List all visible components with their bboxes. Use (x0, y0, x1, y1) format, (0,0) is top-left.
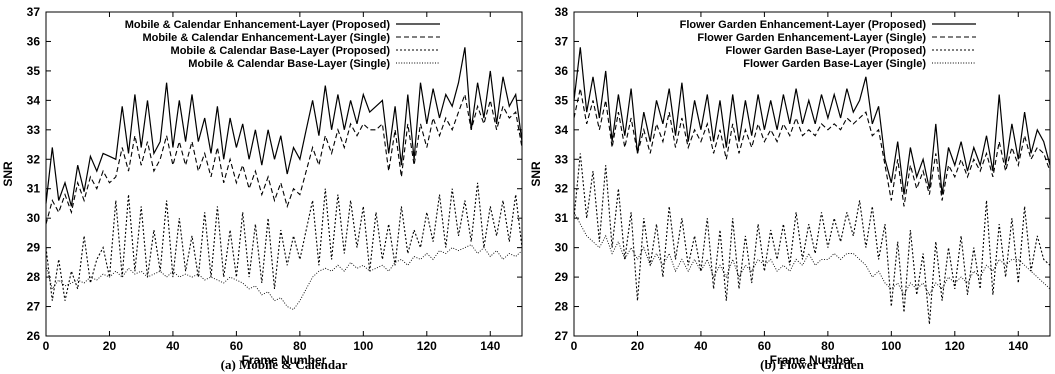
chart-caption: (a) Mobile & Calendar (221, 357, 348, 372)
y-tick-label: 37 (555, 34, 569, 48)
series-line-2 (45, 92, 523, 225)
y-tick-label: 32 (555, 182, 569, 196)
x-tick-label: 100 (353, 339, 373, 353)
y-tick-label: 32 (27, 152, 41, 166)
y-tick-label: 34 (555, 123, 569, 137)
x-tick-label: 60 (230, 339, 244, 353)
y-axis-title: SNR (529, 161, 543, 187)
y-tick-label: 26 (27, 329, 41, 343)
chart-svg-mobile-calendar: 26 27 28 29 30 31 32 33 34 35 36 37 0 20 40 60 80 100 120 1… (1, 5, 523, 372)
y-tick-label: 28 (555, 300, 569, 314)
x-tick-label: 80 (821, 339, 835, 353)
y-tick-label: 27 (27, 300, 41, 314)
x-axis-title: Frame Number (242, 353, 327, 367)
y-tick-label: 29 (27, 241, 41, 255)
y-axis-title: SNR (1, 161, 15, 187)
x-tick-label: 100 (881, 339, 901, 353)
y-tick-label: 35 (27, 64, 41, 78)
legend-label-2: Flower Garden Enhancement-Layer (Single) (697, 32, 926, 44)
legend-label-1: Mobile & Calendar Enhancement-Layer (Pro… (125, 19, 391, 31)
y-tick-label: 33 (27, 123, 41, 137)
x-tick-label: 20 (103, 339, 117, 353)
y-tick-label: 30 (555, 241, 569, 255)
plot-frame (573, 11, 1051, 337)
series-line-4 (45, 244, 523, 311)
chart-panel-flower-garden: 27 28 29 30 31 32 33 34 35 36 37 38 0 20 40 60 80 100 120 1… (528, 0, 1055, 374)
y-tick-label: 27 (555, 329, 569, 343)
legend-label-4: Flower Garden Base-Layer (Single) (743, 58, 926, 70)
x-tick-label: 60 (758, 339, 772, 353)
series-line-1 (45, 47, 523, 207)
legend-label-3: Flower Garden Base-Layer (Proposed) (726, 45, 927, 57)
x-tick-label: 40 (166, 339, 180, 353)
x-tick-label: 140 (1008, 339, 1028, 353)
y-tick-label: 34 (27, 93, 41, 107)
y-tick-label: 33 (555, 152, 569, 166)
x-tick-label: 0 (571, 339, 578, 353)
y-tick-label: 31 (555, 211, 569, 225)
legend-label-2: Mobile & Calendar Enhancement-Layer (Sin… (142, 32, 390, 44)
legend-label-3: Mobile & Calendar Base-Layer (Proposed) (171, 45, 391, 57)
series-line-4 (573, 212, 1051, 296)
y-tick-label: 38 (555, 5, 569, 19)
plot-frame (45, 11, 523, 337)
legend-label-1: Flower Garden Enhancement-Layer (Propose… (680, 19, 927, 31)
y-tick-label: 29 (555, 270, 569, 284)
x-tick-label: 140 (480, 339, 500, 353)
chart-panel-mobile-calendar: 26 27 28 29 30 31 32 33 34 35 36 37 0 20 40 60 80 100 120 1… (0, 0, 527, 374)
x-tick-label: 120 (945, 339, 965, 353)
chart-svg-flower-garden: 27 28 29 30 31 32 33 34 35 36 37 38 0 20 40 60 80 100 120 1… (529, 5, 1051, 372)
y-tick-label: 37 (27, 5, 41, 19)
y-tick-label: 36 (27, 34, 41, 48)
chart-caption: (b) Flower Garden (760, 357, 865, 372)
y-tick-label: 36 (555, 64, 569, 78)
legend-label-4: Mobile & Calendar Base-Layer (Single) (188, 58, 390, 70)
x-tick-label: 20 (631, 339, 645, 353)
x-tick-label: 0 (43, 339, 50, 353)
y-tick-label: 35 (555, 93, 569, 107)
x-tick-label: 40 (694, 339, 708, 353)
x-tick-label: 80 (293, 339, 307, 353)
series-line-1 (573, 47, 1051, 195)
x-tick-label: 120 (417, 339, 437, 353)
y-tick-label: 30 (27, 211, 41, 225)
y-tick-label: 31 (27, 182, 41, 196)
series-line-2 (573, 88, 1051, 207)
series-line-3 (573, 153, 1051, 325)
y-tick-label: 28 (27, 270, 41, 284)
x-axis-title: Frame Number (770, 353, 855, 367)
series-line-3 (45, 182, 523, 301)
